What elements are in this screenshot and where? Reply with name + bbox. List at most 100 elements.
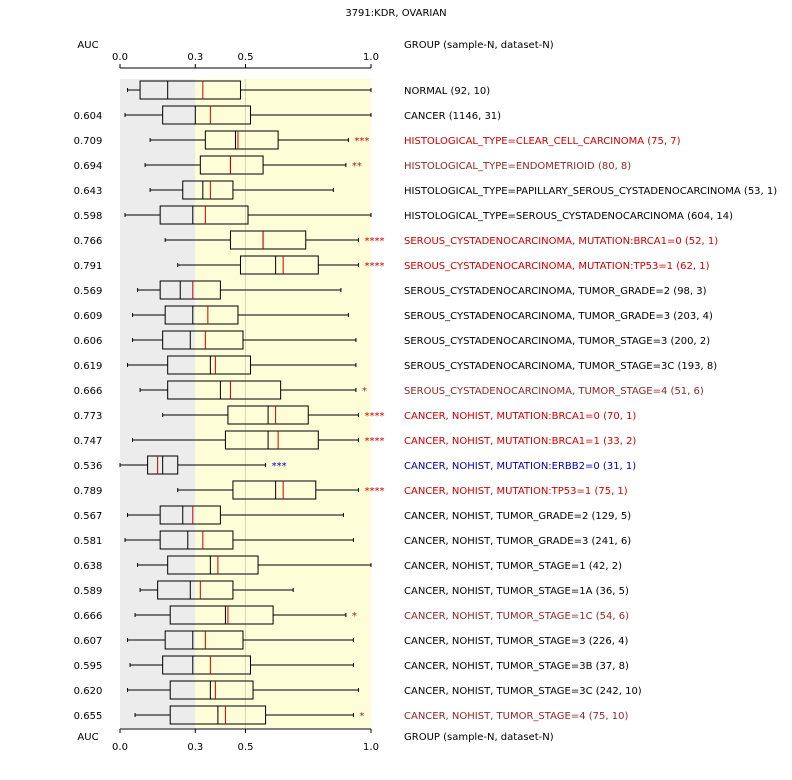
row-7: 0.791 **** SEROUS_CYSTADENOCARCINOMA, MUTA… — [74, 255, 710, 275]
row-8: 0.569 SEROUS_CYSTADENOCARCINOMA, TUMOR_GR… — [74, 280, 707, 300]
iqr-box — [162, 105, 252, 125]
row-group-label: CANCER, NOHIST, MUTATION:BRCA1=1 (33, 2) — [404, 436, 636, 447]
row-group-label: CANCER (1146, 31) — [404, 111, 501, 122]
row-auc-value: 0.609 — [74, 311, 103, 322]
significance-stars: *** — [354, 136, 369, 147]
significance-stars: **** — [364, 261, 384, 272]
significance-stars: * — [362, 386, 367, 397]
row-group-label: SEROUS_CYSTADENOCARCINOMA, MUTATION:BRCA… — [404, 236, 718, 247]
row-14: 0.747 **** CANCER, NOHIST, MUTATION:BRCA1=… — [74, 430, 636, 450]
significance-stars: *** — [272, 461, 287, 472]
row-auc-value: 0.694 — [74, 161, 103, 172]
iqr-box — [239, 255, 319, 275]
row-group-label: HISTOLOGICAL_TYPE=ENDOMETRIOID (80, 8) — [404, 161, 631, 172]
row-23: 0.595 CANCER, NOHIST, TUMOR_STAGE=3B (37,… — [74, 655, 629, 675]
shaded-region-1 — [195, 79, 371, 728]
row-24: 0.620 CANCER, NOHIST, TUMOR_STAGE=3C (242… — [74, 680, 642, 700]
row-0: NORMAL (92, 10) — [127, 80, 490, 100]
row-19: 0.638 CANCER, NOHIST, TUMOR_STAGE=1 (42, … — [74, 555, 622, 575]
row-auc-value: 0.619 — [74, 361, 103, 372]
group-header-bottom: GROUP (sample-N, dataset-N) — [404, 732, 554, 743]
iqr-box — [182, 180, 234, 200]
row-25: 0.655 * CANCER, NOHIST, TUMOR_STAGE=4 (75,… — [74, 705, 628, 725]
row-20: 0.589 CANCER, NOHIST, TUMOR_STAGE=1A (36,… — [74, 580, 629, 600]
row-2: 0.709 *** HISTOLOGICAL_TYPE=CLEAR_CELL_CAR… — [74, 130, 681, 150]
iqr-box — [169, 605, 274, 625]
row-auc-value: 0.747 — [74, 436, 103, 447]
auc-header-top: AUC — [77, 40, 98, 51]
row-group-label: CANCER, NOHIST, TUMOR_GRADE=2 (129, 5) — [404, 511, 631, 522]
iqr-box — [232, 480, 317, 500]
row-group-label: CANCER, NOHIST, TUMOR_STAGE=3 (226, 4) — [404, 636, 628, 647]
top-axis-tick-label-1: 0.3 — [187, 52, 203, 63]
iqr-box — [164, 305, 239, 325]
row-11: 0.619 SEROUS_CYSTADENOCARCINOMA, TUMOR_ST… — [74, 355, 717, 375]
significance-stars: * — [359, 711, 364, 722]
row-group-label: SEROUS_CYSTADENOCARCINOMA, TUMOR_GRADE=2… — [404, 286, 707, 297]
bottom-axis: 0.0 0.3 0.5 1.0 — [112, 728, 379, 753]
row-group-label: NORMAL (92, 10) — [404, 86, 490, 97]
iqr-box — [167, 555, 259, 575]
top-axis-tick-label-3: 1.0 — [363, 52, 379, 63]
row-auc-value: 0.666 — [74, 611, 103, 622]
row-auc-value: 0.607 — [74, 636, 103, 647]
significance-stars: ** — [352, 161, 362, 172]
row-group-label: CANCER, NOHIST, TUMOR_GRADE=3 (241, 6) — [404, 536, 631, 547]
row-group-label: CANCER, NOHIST, TUMOR_STAGE=1 (42, 2) — [404, 561, 622, 572]
row-18: 0.581 CANCER, NOHIST, TUMOR_GRADE=3 (241,… — [74, 530, 631, 550]
bottom-axis-tick-label-1: 0.3 — [187, 742, 203, 753]
row-group-label: SEROUS_CYSTADENOCARCINOMA, TUMOR_STAGE=4… — [404, 386, 704, 397]
significance-stars: **** — [364, 436, 384, 447]
row-5: 0.598 HISTOLOGICAL_TYPE=SEROUS_CYSTADENOC… — [74, 205, 733, 225]
iqr-box — [159, 530, 234, 550]
iqr-box — [204, 130, 279, 150]
iqr-box — [167, 380, 282, 400]
iqr-box — [139, 80, 241, 100]
row-auc-value: 0.773 — [74, 411, 103, 422]
row-group-label: SEROUS_CYSTADENOCARCINOMA, TUMOR_GRADE=3… — [404, 311, 713, 322]
row-group-label: CANCER, NOHIST, TUMOR_STAGE=3C (242, 10) — [404, 686, 642, 697]
row-21: 0.666 * CANCER, NOHIST, TUMOR_STAGE=1C (54… — [74, 605, 629, 625]
row-3: 0.694 ** HISTOLOGICAL_TYPE=ENDOMETRIOID (8… — [74, 155, 631, 175]
row-group-label: SEROUS_CYSTADENOCARCINOMA, MUTATION:TP53… — [404, 261, 710, 272]
row-auc-value: 0.604 — [74, 111, 103, 122]
significance-stars: **** — [364, 236, 384, 247]
iqr-box — [199, 155, 264, 175]
top-axis-tick-label-0: 0.0 — [112, 52, 128, 63]
top-axis: 0.0 0.3 0.5 1.0 — [112, 52, 379, 69]
iqr-box — [159, 280, 221, 300]
row-auc-value: 0.595 — [74, 661, 103, 672]
row-auc-value: 0.766 — [74, 236, 103, 247]
row-15: 0.536 *** CANCER, NOHIST, MUTATION:ERBB2=0… — [74, 455, 636, 475]
auc-header-bottom: AUC — [77, 732, 98, 743]
bottom-axis-tick-label-3: 1.0 — [363, 742, 379, 753]
row-auc-value: 0.709 — [74, 136, 103, 147]
iqr-box — [157, 580, 234, 600]
row-auc-value: 0.620 — [74, 686, 103, 697]
iqr-box — [162, 655, 252, 675]
row-auc-value: 0.643 — [74, 186, 103, 197]
row-16: 0.789 **** CANCER, NOHIST, MUTATION:TP53=1… — [74, 480, 628, 500]
iqr-box — [224, 430, 319, 450]
row-17: 0.567 CANCER, NOHIST, TUMOR_GRADE=2 (129,… — [74, 505, 631, 525]
chart-title: 3791:KDR, OVARIAN — [345, 8, 446, 19]
box-rows: NORMAL (92, 10) 0.604 CANCER (1146, 31) 0.7… — [74, 80, 777, 725]
group-header-top: GROUP (sample-N, dataset-N) — [404, 40, 554, 51]
row-auc-value: 0.598 — [74, 211, 103, 222]
row-group-label: HISTOLOGICAL_TYPE=SEROUS_CYSTADENOCARCIN… — [404, 211, 733, 222]
row-group-label: HISTOLOGICAL_TYPE=CLEAR_CELL_CARCINOMA (… — [404, 136, 681, 147]
row-1: 0.604 CANCER (1146, 31) — [74, 105, 501, 125]
row-auc-value: 0.666 — [74, 386, 103, 397]
row-group-label: HISTOLOGICAL_TYPE=PAPILLARY_SEROUS_CYSTA… — [404, 186, 777, 197]
row-group-label: CANCER, NOHIST, MUTATION:ERBB2=0 (31, 1) — [404, 461, 636, 472]
row-group-label: CANCER, NOHIST, MUTATION:BRCA1=0 (70, 1) — [404, 411, 636, 422]
row-auc-value: 0.581 — [74, 536, 103, 547]
iqr-box — [229, 230, 307, 250]
row-group-label: CANCER, NOHIST, TUMOR_STAGE=1C (54, 6) — [404, 611, 629, 622]
row-group-label: CANCER, NOHIST, TUMOR_STAGE=3B (37, 8) — [404, 661, 629, 672]
row-auc-value: 0.655 — [74, 711, 103, 722]
iqr-box — [164, 630, 244, 650]
row-4: 0.643 HISTOLOGICAL_TYPE=PAPILLARY_SEROUS_… — [74, 180, 777, 200]
row-group-label: CANCER, NOHIST, MUTATION:TP53=1 (75, 1) — [404, 486, 628, 497]
significance-stars: **** — [364, 486, 384, 497]
